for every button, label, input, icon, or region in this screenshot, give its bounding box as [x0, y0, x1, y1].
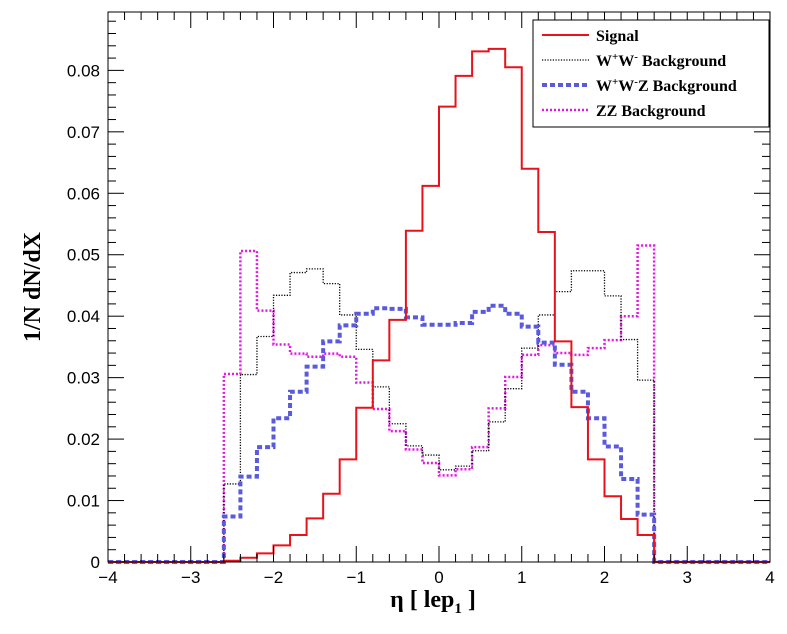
y-tick-label: 0.08	[67, 61, 100, 80]
y-tick-label: 0.07	[67, 123, 100, 142]
legend-label-part: W	[618, 78, 634, 95]
y-tick-label: 0.03	[67, 369, 100, 388]
series-layer	[108, 47, 770, 564]
legend-label-2: W+W-Z Background	[596, 76, 737, 95]
legend-label-1: W+W- Background	[596, 51, 726, 70]
y-tick-label: 0.06	[67, 184, 100, 203]
legend-label-part: Z Background	[638, 78, 737, 95]
legend-label-part: +	[612, 76, 618, 88]
x-tick-label: 1	[517, 568, 526, 587]
x-axis-title-main: η [ lep	[390, 587, 454, 613]
legend-label-part: W	[596, 78, 612, 95]
legend-label-part: -	[634, 76, 638, 88]
x-axis-title: η [ lep1 ]	[390, 587, 476, 617]
x-tick-label: −3	[181, 568, 200, 587]
y-tick-label: 0.02	[67, 430, 100, 449]
legend-label-part: W	[618, 53, 634, 70]
y-tick-label: 0	[91, 553, 100, 572]
x-tick-label: 2	[600, 568, 609, 587]
series-line-1	[108, 268, 770, 563]
x-tick-label: 3	[683, 568, 692, 587]
series-line-3	[108, 244, 770, 564]
x-axis-title-subscript: 1	[454, 601, 462, 617]
y-axis-title: 1/N dN/dX	[20, 231, 46, 342]
series-line-0	[108, 47, 770, 563]
legend-label-3: ZZ Background	[596, 103, 706, 120]
y-tick-label: 0.01	[67, 492, 100, 511]
x-tick-label: −1	[347, 568, 366, 587]
legend-label-part: W	[596, 53, 612, 70]
legend-label-0: Signal	[596, 28, 639, 45]
axis-layer: −4 −3 −2 −1 0 1 2 3 4 0 0.01 0.02 0.03 0.04 0.05 0.06 0.…	[67, 12, 775, 587]
legend-label-part: +	[612, 51, 618, 63]
legend-label-part: -	[634, 51, 638, 63]
legend-box	[532, 19, 770, 128]
x-tick-label: −2	[264, 568, 283, 587]
y-tick-label: 0.05	[67, 246, 100, 265]
x-tick-label: 4	[765, 568, 774, 587]
x-tick-label: 0	[434, 568, 443, 587]
x-tick-label: −4	[98, 568, 117, 587]
x-axis-title-close: ]	[462, 587, 476, 613]
y-tick-label: 0.04	[67, 307, 100, 326]
legend-label-part: Background	[638, 53, 726, 70]
